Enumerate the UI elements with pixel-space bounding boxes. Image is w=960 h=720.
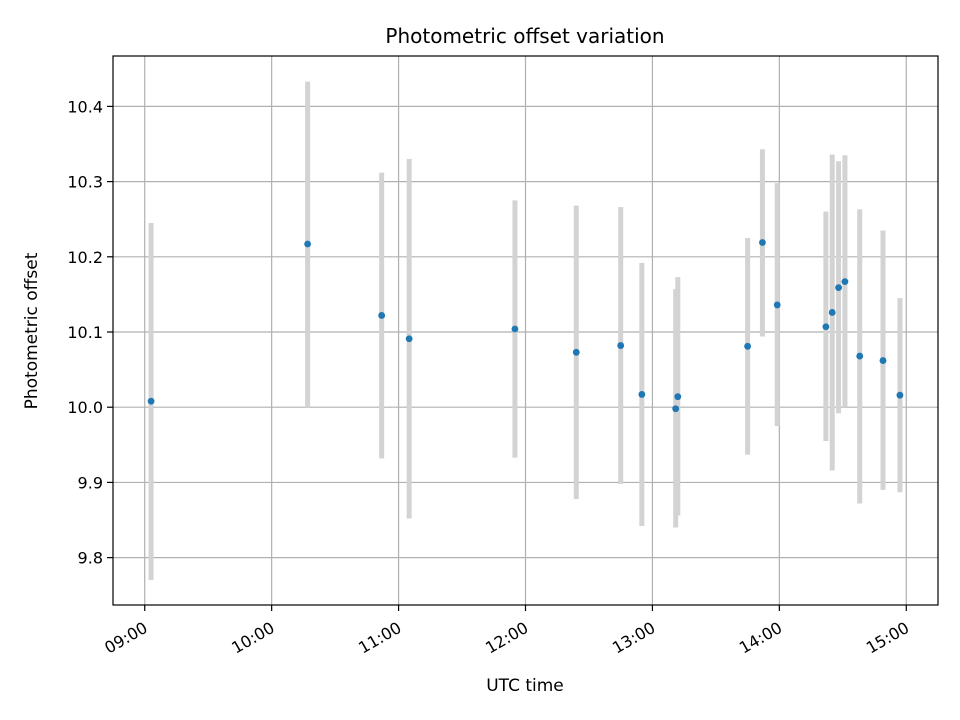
data-point <box>835 284 842 292</box>
data-point <box>841 278 849 286</box>
data-point <box>617 342 625 349</box>
chart-title: Photometric offset variation <box>385 24 664 48</box>
data-point <box>378 312 386 319</box>
data-point <box>511 325 519 333</box>
y-tick-label: 10.1 <box>67 323 103 342</box>
data-point <box>304 240 312 248</box>
data-point <box>572 348 580 356</box>
point-layer <box>147 239 904 413</box>
y-tick-label: 9.9 <box>78 473 103 492</box>
x-axis-label: UTC time <box>486 676 564 696</box>
y-tick-label: 10.0 <box>67 398 103 417</box>
data-point <box>828 309 836 316</box>
data-point <box>773 301 781 309</box>
data-point <box>744 342 752 350</box>
data-point <box>672 405 680 413</box>
y-tick-label: 10.3 <box>67 173 103 192</box>
y-axis-label: Photometric offset <box>22 252 42 409</box>
data-point <box>822 323 830 331</box>
data-point <box>638 391 646 398</box>
data-point <box>759 239 766 246</box>
data-point <box>674 393 682 401</box>
y-tick-label: 10.2 <box>67 248 103 267</box>
data-point <box>879 357 887 364</box>
data-point <box>147 397 155 405</box>
data-point <box>405 335 413 343</box>
y-tick-label: 10.4 <box>67 97 103 116</box>
data-point <box>896 391 904 399</box>
y-tick-label: 9.8 <box>78 549 103 568</box>
data-point <box>856 352 864 360</box>
